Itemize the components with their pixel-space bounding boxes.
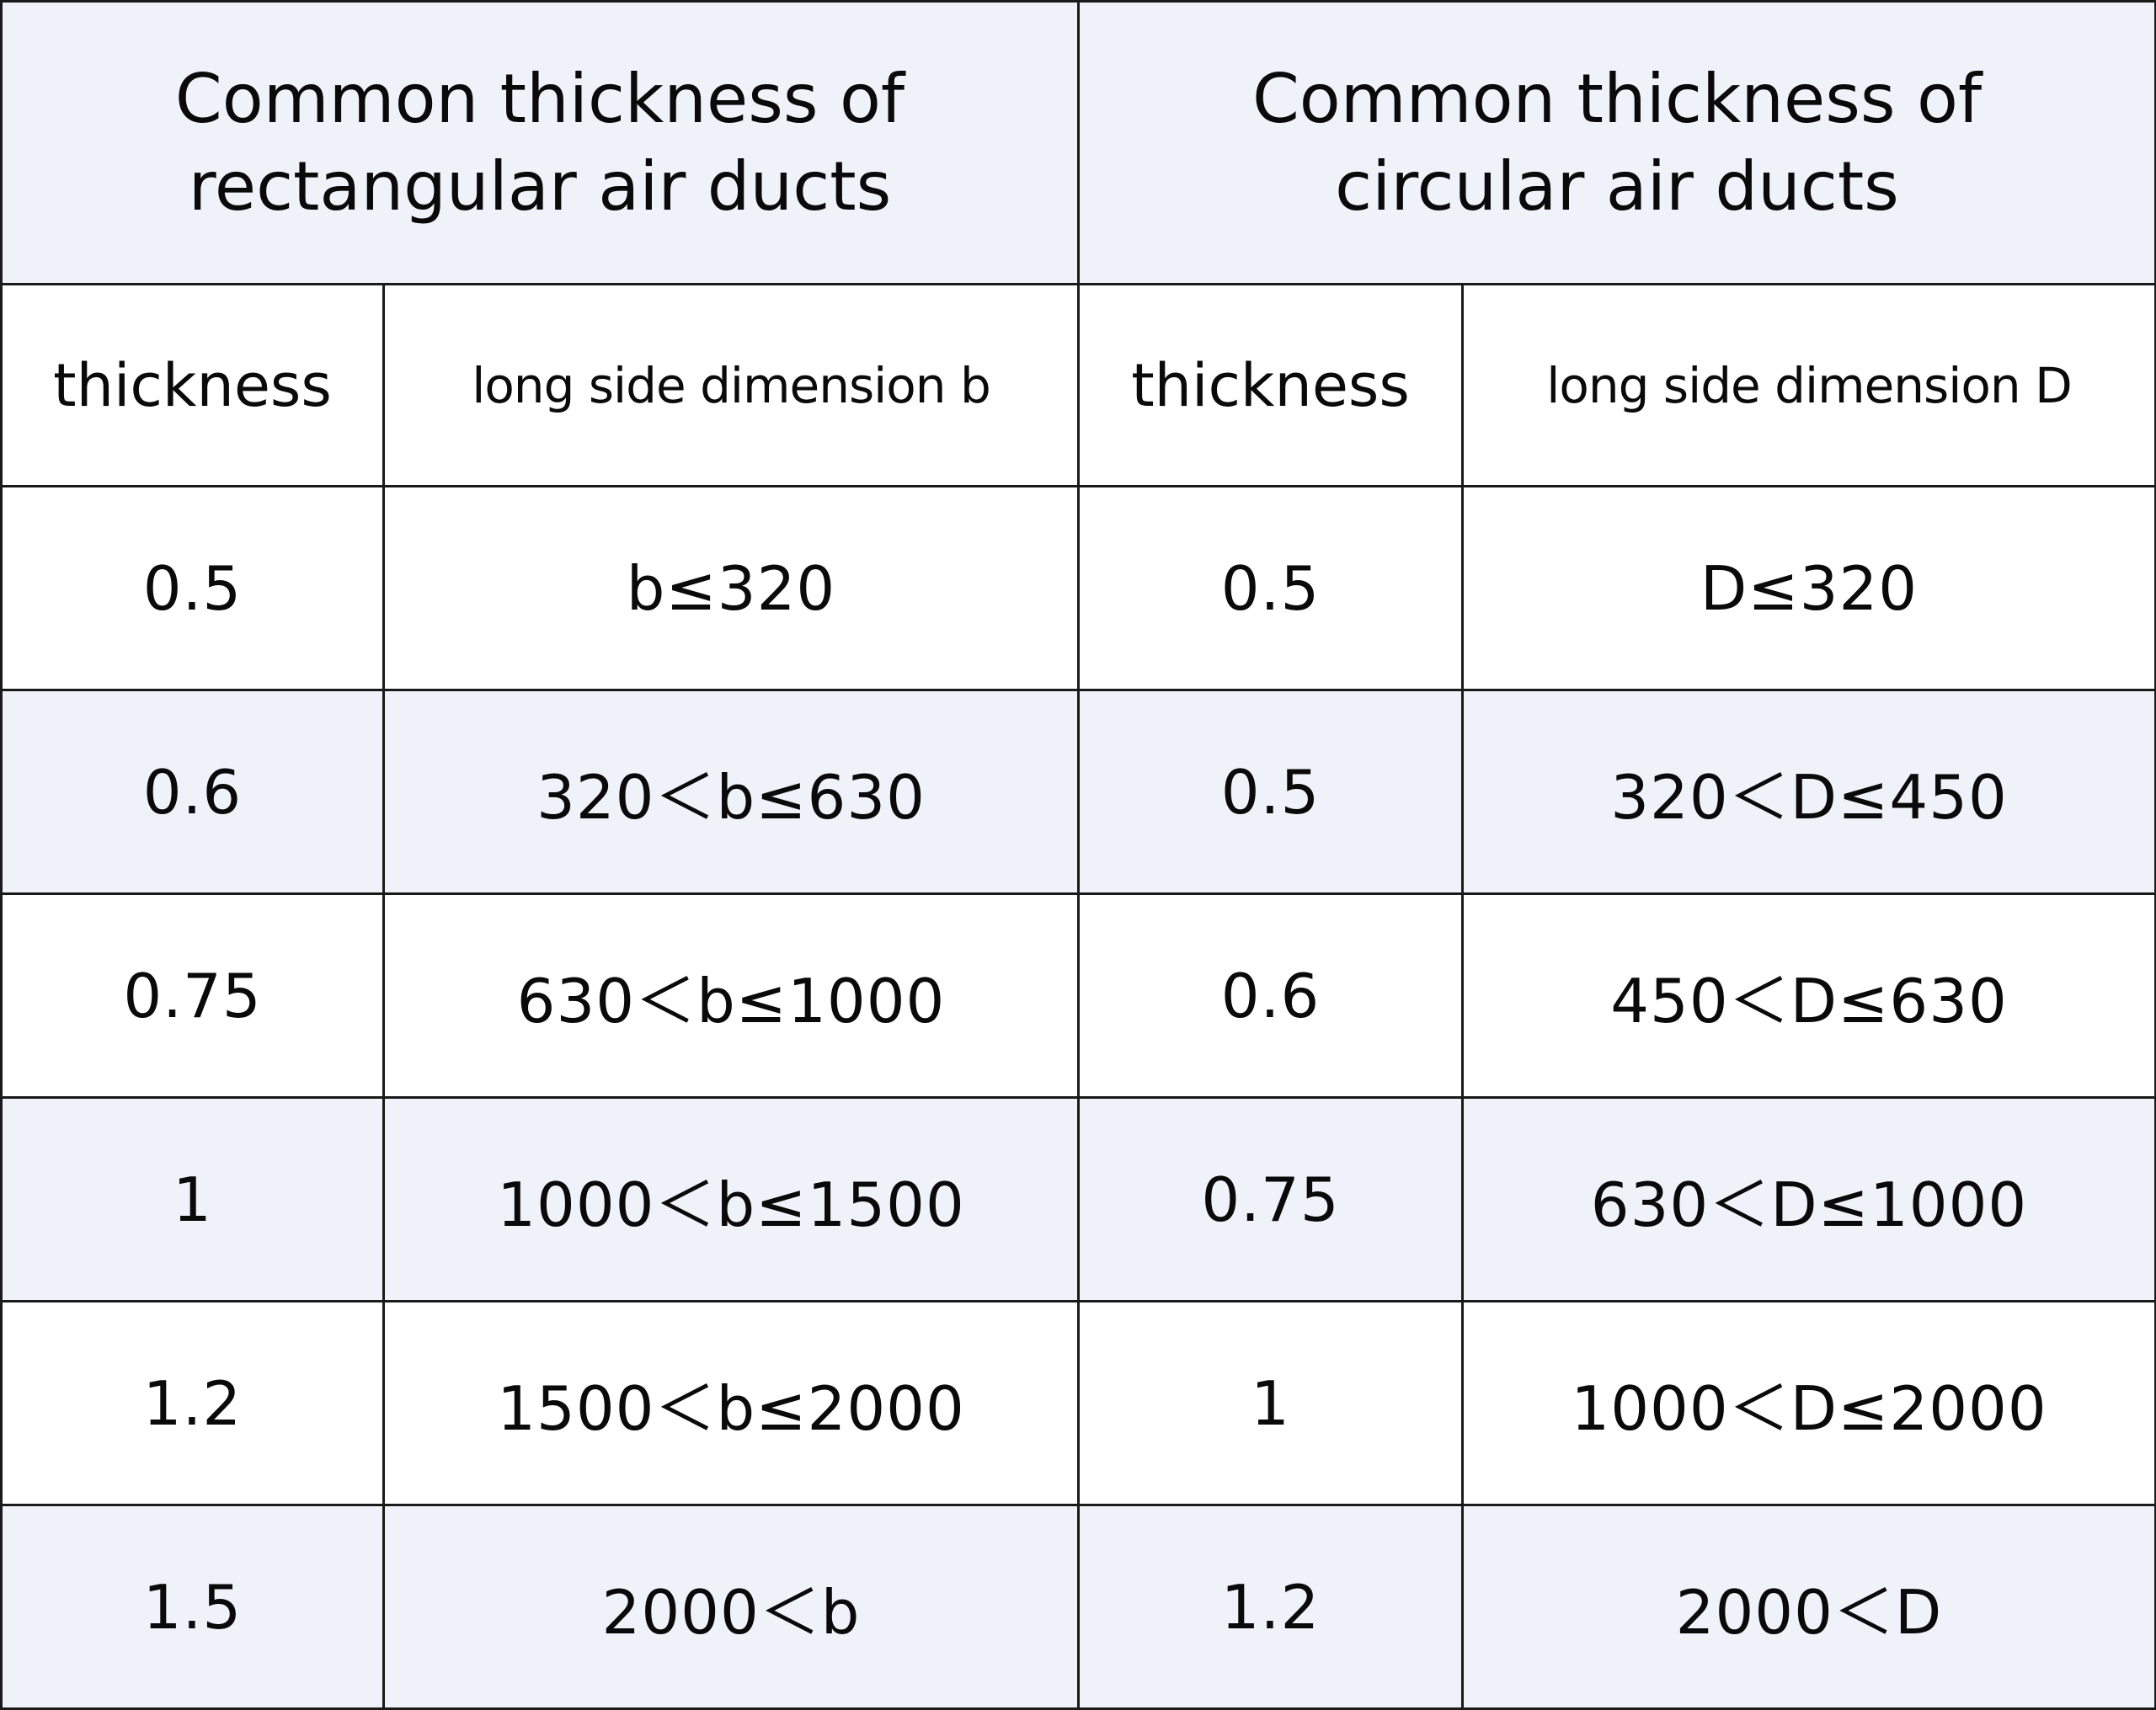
circ-range-cell: 450＜D≤630 xyxy=(1461,892,2156,1099)
circ-thickness-cell: 1 xyxy=(1077,1300,1465,1506)
circ-thickness-header: thickness xyxy=(1077,283,1465,487)
rect-range-cell: 320＜b≤630 xyxy=(382,689,1081,895)
table-row: 1.5 2000＜b 1.2 2000＜D xyxy=(0,1504,2156,1710)
table-row: 0.6 320＜b≤630 0.5 320＜D≤450 xyxy=(0,689,2156,895)
table-row: 0.5 b≤320 0.5 D≤320 xyxy=(0,485,2156,691)
rect-range-cell: 1000＜b≤1500 xyxy=(382,1096,1081,1302)
circ-title-line1: Common thickness of xyxy=(1251,59,1983,138)
circ-title-line2: circular air ducts xyxy=(1335,146,1899,226)
circ-range-cell: 630＜D≤1000 xyxy=(1461,1096,2156,1302)
circ-thickness-cell: 0.5 xyxy=(1077,485,1465,691)
rect-title-line1: Common thickness of xyxy=(174,59,905,138)
table-row: 0.75 630＜b≤1000 0.6 450＜D≤630 xyxy=(0,892,2156,1099)
circ-dimension-header: long side dimension D xyxy=(1461,283,2156,487)
circ-thickness-cell: 1.2 xyxy=(1077,1504,1465,1710)
rect-ducts-title: Common thickness of rectangular air duct… xyxy=(0,0,1081,285)
rect-range-cell: 630＜b≤1000 xyxy=(382,892,1081,1099)
rect-dimension-header: long side dimension b xyxy=(382,283,1081,487)
rect-thickness-cell: 1.5 xyxy=(0,1504,385,1710)
circ-thickness-cell: 0.6 xyxy=(1077,892,1465,1099)
table-row: 1 1000＜b≤1500 0.75 630＜D≤1000 xyxy=(0,1096,2156,1302)
rect-thickness-cell: 1 xyxy=(0,1096,385,1302)
rect-thickness-cell: 0.5 xyxy=(0,485,385,691)
circ-ducts-title: Common thickness of circular air ducts xyxy=(1077,0,2156,285)
rect-thickness-cell: 0.6 xyxy=(0,689,385,895)
rect-thickness-cell: 1.2 xyxy=(0,1300,385,1506)
table-row: 1.2 1500＜b≤2000 1 1000＜D≤2000 xyxy=(0,1300,2156,1506)
circ-thickness-cell: 0.75 xyxy=(1077,1096,1465,1302)
rect-range-cell: b≤320 xyxy=(382,485,1081,691)
title-row: Common thickness of rectangular air duct… xyxy=(0,0,2156,285)
rect-range-cell: 1500＜b≤2000 xyxy=(382,1300,1081,1506)
rect-thickness-cell: 0.75 xyxy=(0,892,385,1099)
circ-range-cell: 1000＜D≤2000 xyxy=(1461,1300,2156,1506)
rect-thickness-header: thickness xyxy=(0,283,385,487)
circ-range-cell: 2000＜D xyxy=(1461,1504,2156,1710)
circ-range-cell: D≤320 xyxy=(1461,485,2156,691)
circ-thickness-cell: 0.5 xyxy=(1077,689,1465,895)
rect-range-cell: 2000＜b xyxy=(382,1504,1081,1710)
rect-title-line2: rectangular air ducts xyxy=(188,146,892,226)
column-header-row: thickness long side dimension b thicknes… xyxy=(0,283,2156,487)
circ-range-cell: 320＜D≤450 xyxy=(1461,689,2156,895)
